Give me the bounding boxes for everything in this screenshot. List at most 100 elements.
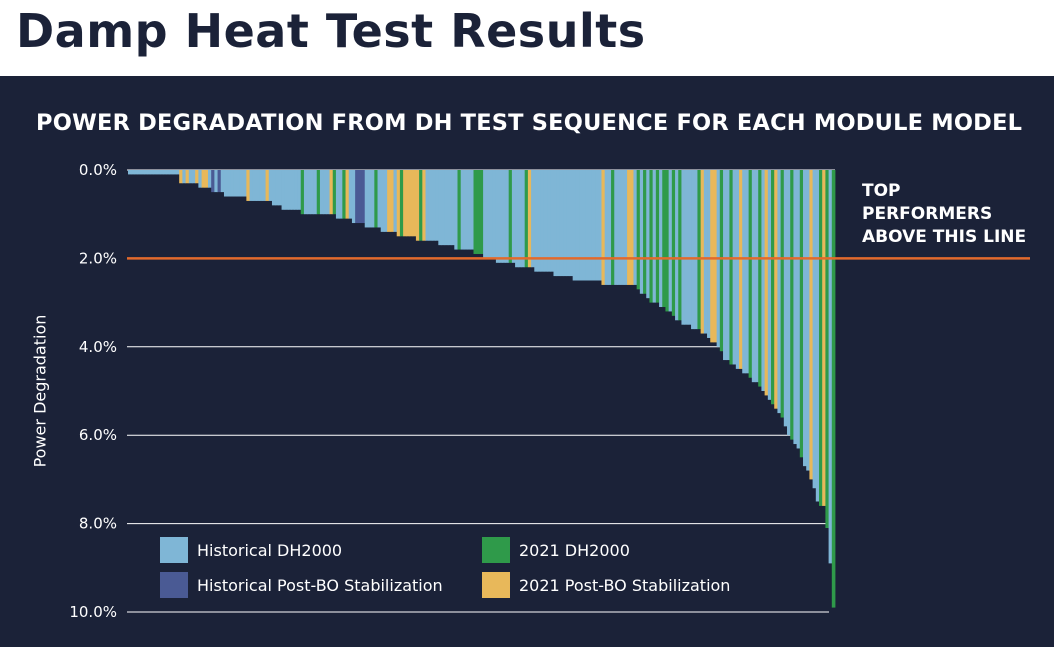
bar	[566, 170, 570, 277]
bar	[831, 170, 836, 608]
bar	[476, 170, 481, 254]
bar	[764, 170, 769, 396]
bar	[467, 170, 471, 250]
bar	[390, 170, 394, 232]
bar	[623, 170, 628, 285]
bar	[719, 170, 724, 352]
bar	[144, 170, 148, 175]
y-tick-label: 10.0%	[69, 603, 117, 621]
bar	[259, 170, 263, 201]
bar	[428, 170, 433, 241]
bar	[409, 170, 414, 237]
bar	[188, 170, 193, 184]
legend-item-2021-dh2000: 2021 DH2000	[482, 536, 630, 564]
bar	[825, 170, 829, 529]
bar	[255, 170, 260, 201]
bar	[195, 170, 199, 184]
bar	[534, 170, 538, 272]
bar	[601, 170, 606, 285]
bar	[268, 170, 273, 201]
bar	[783, 170, 788, 427]
bar	[367, 170, 372, 228]
bar	[732, 170, 737, 365]
bar	[406, 170, 410, 237]
bar	[457, 170, 462, 250]
bar	[217, 170, 222, 193]
bar	[399, 170, 404, 237]
bar	[249, 170, 254, 201]
bar	[179, 170, 183, 184]
bar	[790, 170, 794, 440]
bar	[271, 170, 276, 206]
bar	[329, 170, 334, 215]
bar	[575, 170, 580, 281]
bar	[374, 170, 378, 228]
bar	[355, 170, 359, 224]
bar	[265, 170, 270, 201]
bar	[227, 170, 231, 197]
bar	[175, 170, 180, 175]
bar	[617, 170, 622, 285]
bar	[412, 170, 417, 237]
bar	[463, 170, 468, 250]
bar	[396, 170, 401, 237]
bar	[492, 170, 497, 259]
bar	[710, 170, 714, 343]
bar	[812, 170, 817, 489]
chart-plot: 0.0% 2.0% 4.0% 6.0% 8.0% 10.0%	[69, 161, 1030, 621]
bar	[191, 170, 196, 184]
bar	[444, 170, 449, 246]
bar	[684, 170, 689, 325]
bar	[486, 170, 490, 259]
bar	[806, 170, 810, 471]
bar	[214, 170, 218, 193]
bar	[364, 170, 369, 228]
bar	[723, 170, 727, 361]
bar	[278, 170, 282, 206]
bar	[140, 170, 145, 175]
bar	[415, 170, 420, 241]
bar	[185, 170, 190, 184]
bar	[358, 170, 362, 224]
bar	[233, 170, 238, 197]
bar	[694, 170, 698, 330]
bar	[508, 170, 513, 263]
legend-swatch	[482, 537, 510, 563]
legend-swatch	[160, 572, 188, 598]
bar	[671, 170, 676, 316]
bar	[313, 170, 318, 215]
bar	[652, 170, 657, 303]
bar	[377, 170, 382, 228]
bar	[649, 170, 654, 303]
bar	[607, 170, 612, 285]
bar	[326, 170, 330, 215]
bar	[323, 170, 327, 215]
legend-label: 2021 DH2000	[519, 540, 630, 560]
bar	[687, 170, 692, 325]
bar	[361, 170, 366, 224]
bar	[700, 170, 705, 334]
bar	[371, 170, 375, 228]
chart-panel: POWER DEGRADATION FROM DH TEST SEQUENCE …	[0, 76, 1054, 647]
bar	[591, 170, 596, 281]
bar	[332, 170, 337, 215]
bar	[345, 170, 350, 219]
bar	[166, 170, 170, 175]
bar	[678, 170, 682, 321]
bar	[691, 170, 695, 330]
bar	[639, 170, 644, 294]
bar	[758, 170, 762, 387]
bar	[681, 170, 686, 325]
bar	[438, 170, 442, 246]
bar	[662, 170, 666, 308]
bar	[515, 170, 519, 268]
bar	[479, 170, 484, 254]
bar	[713, 170, 718, 343]
top-performers-annotation: TOP PERFORMERS ABOVE THIS LINE	[862, 180, 1026, 249]
bar	[419, 170, 423, 241]
bar	[614, 170, 618, 285]
bar	[703, 170, 708, 334]
bar	[201, 170, 206, 188]
bar	[745, 170, 750, 374]
bar	[659, 170, 663, 308]
